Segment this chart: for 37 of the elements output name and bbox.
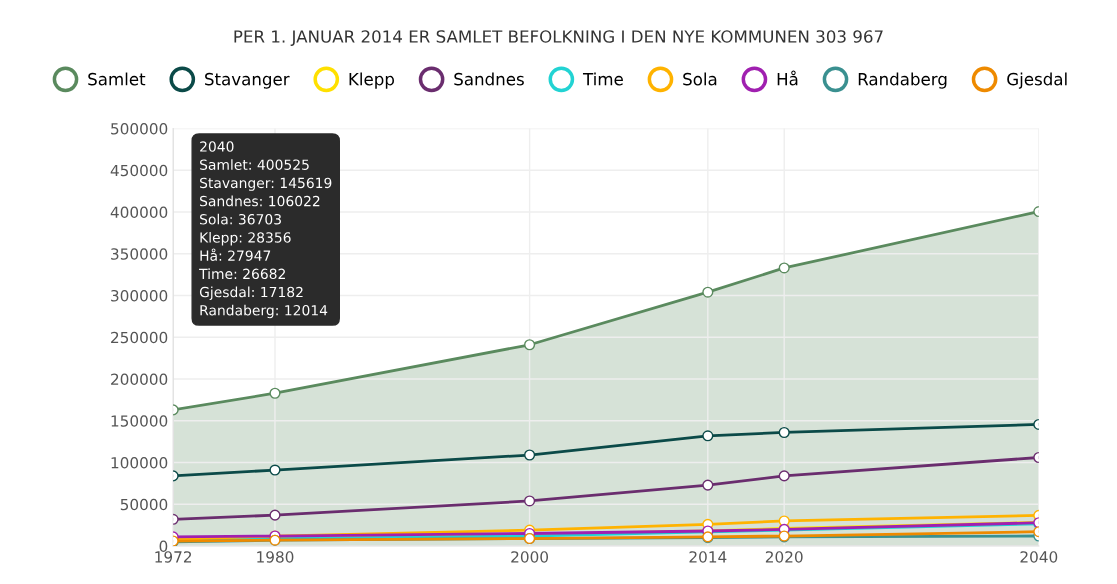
y-tick-label: 500000 [111, 122, 168, 135]
annotation: 2040 [200, 141, 234, 152]
chart-title: PER 1. JANUAR 2014 ER SAMLET BEFOLKNING I DEN NYE KOMMUNEN 303 967 [234, 30, 883, 46]
legend-label: Samlet [88, 72, 146, 86]
y-tick-label: 150000 [111, 415, 168, 427]
annotation: Samlet: 400525 [200, 159, 309, 170]
legend-label: Klepp [349, 72, 394, 89]
annotation: Gjesdal: 17182 [199, 286, 303, 300]
x-tick-label: 2000 [511, 551, 549, 563]
legend-label: Stavanger [205, 72, 290, 89]
x-tick-label: 1972 [155, 551, 192, 563]
y-tick-label: 450000 [110, 164, 168, 177]
x-tick-label: 2020 [765, 551, 803, 563]
y-tick-label: 200000 [111, 373, 168, 386]
annotation: Stavanger: 145619 [200, 177, 332, 191]
annotation: Randaberg: 12014 [200, 304, 328, 319]
annotation: Time: 26682 [199, 268, 285, 280]
x-tick-label: 1980 [257, 551, 294, 563]
legend-label: Time [582, 72, 623, 86]
legend-label: Gjesdal [1007, 72, 1067, 89]
y-tick-label: 300000 [111, 289, 168, 302]
annotation: Hå: 27947 [200, 248, 271, 261]
annotation: Klepp: 28356 [200, 231, 291, 246]
legend-label: Sandnes [454, 72, 524, 86]
x-tick-label: 2040 [1020, 551, 1058, 563]
x-tick-label: 2014 [689, 551, 727, 563]
annotation: Sola: 36703 [200, 213, 281, 225]
y-tick-label: 50000 [120, 498, 168, 511]
y-tick-label: 250000 [111, 331, 168, 344]
y-tick-label: 100000 [111, 456, 168, 469]
annotation: Sandnes: 106022 [200, 195, 320, 207]
legend-label: Randaberg [858, 72, 947, 89]
y-tick-label: 0 [159, 540, 168, 553]
legend-label: Sola [683, 72, 717, 86]
y-tick-label: 350000 [111, 248, 168, 260]
y-tick-label: 400000 [110, 206, 168, 219]
legend-label: Hå [777, 70, 798, 86]
